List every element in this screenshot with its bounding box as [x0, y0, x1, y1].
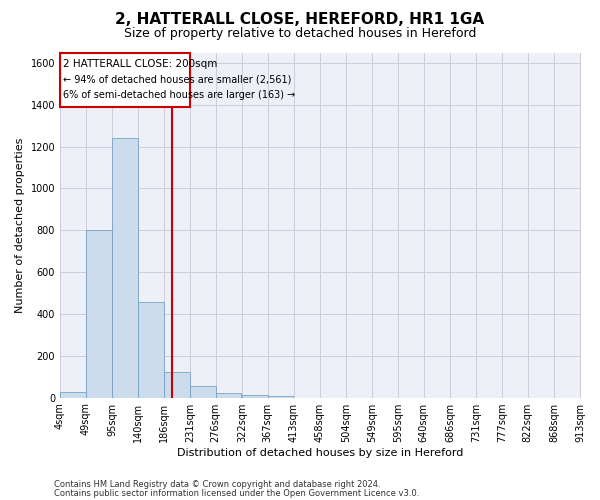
Text: Contains public sector information licensed under the Open Government Licence v3: Contains public sector information licen…: [54, 488, 419, 498]
Bar: [60, 52, 190, 107]
Text: 2, HATTERALL CLOSE, HEREFORD, HR1 1GA: 2, HATTERALL CLOSE, HEREFORD, HR1 1GA: [115, 12, 485, 28]
Bar: [86, 230, 112, 398]
Text: 2 HATTERALL CLOSE: 200sqm: 2 HATTERALL CLOSE: 200sqm: [63, 60, 217, 70]
X-axis label: Distribution of detached houses by size in Hereford: Distribution of detached houses by size …: [178, 448, 464, 458]
Bar: [268, 396, 293, 398]
Bar: [190, 386, 215, 398]
Bar: [60, 392, 86, 398]
Bar: [112, 138, 138, 398]
Bar: [164, 372, 190, 398]
Text: ← 94% of detached houses are smaller (2,561): ← 94% of detached houses are smaller (2,…: [63, 74, 291, 85]
Bar: [215, 394, 241, 398]
Bar: [138, 302, 164, 398]
Bar: [242, 396, 268, 398]
Y-axis label: Number of detached properties: Number of detached properties: [15, 138, 25, 312]
Text: Size of property relative to detached houses in Hereford: Size of property relative to detached ho…: [124, 28, 476, 40]
Text: 6% of semi-detached houses are larger (163) →: 6% of semi-detached houses are larger (1…: [63, 90, 295, 100]
Text: Contains HM Land Registry data © Crown copyright and database right 2024.: Contains HM Land Registry data © Crown c…: [54, 480, 380, 489]
